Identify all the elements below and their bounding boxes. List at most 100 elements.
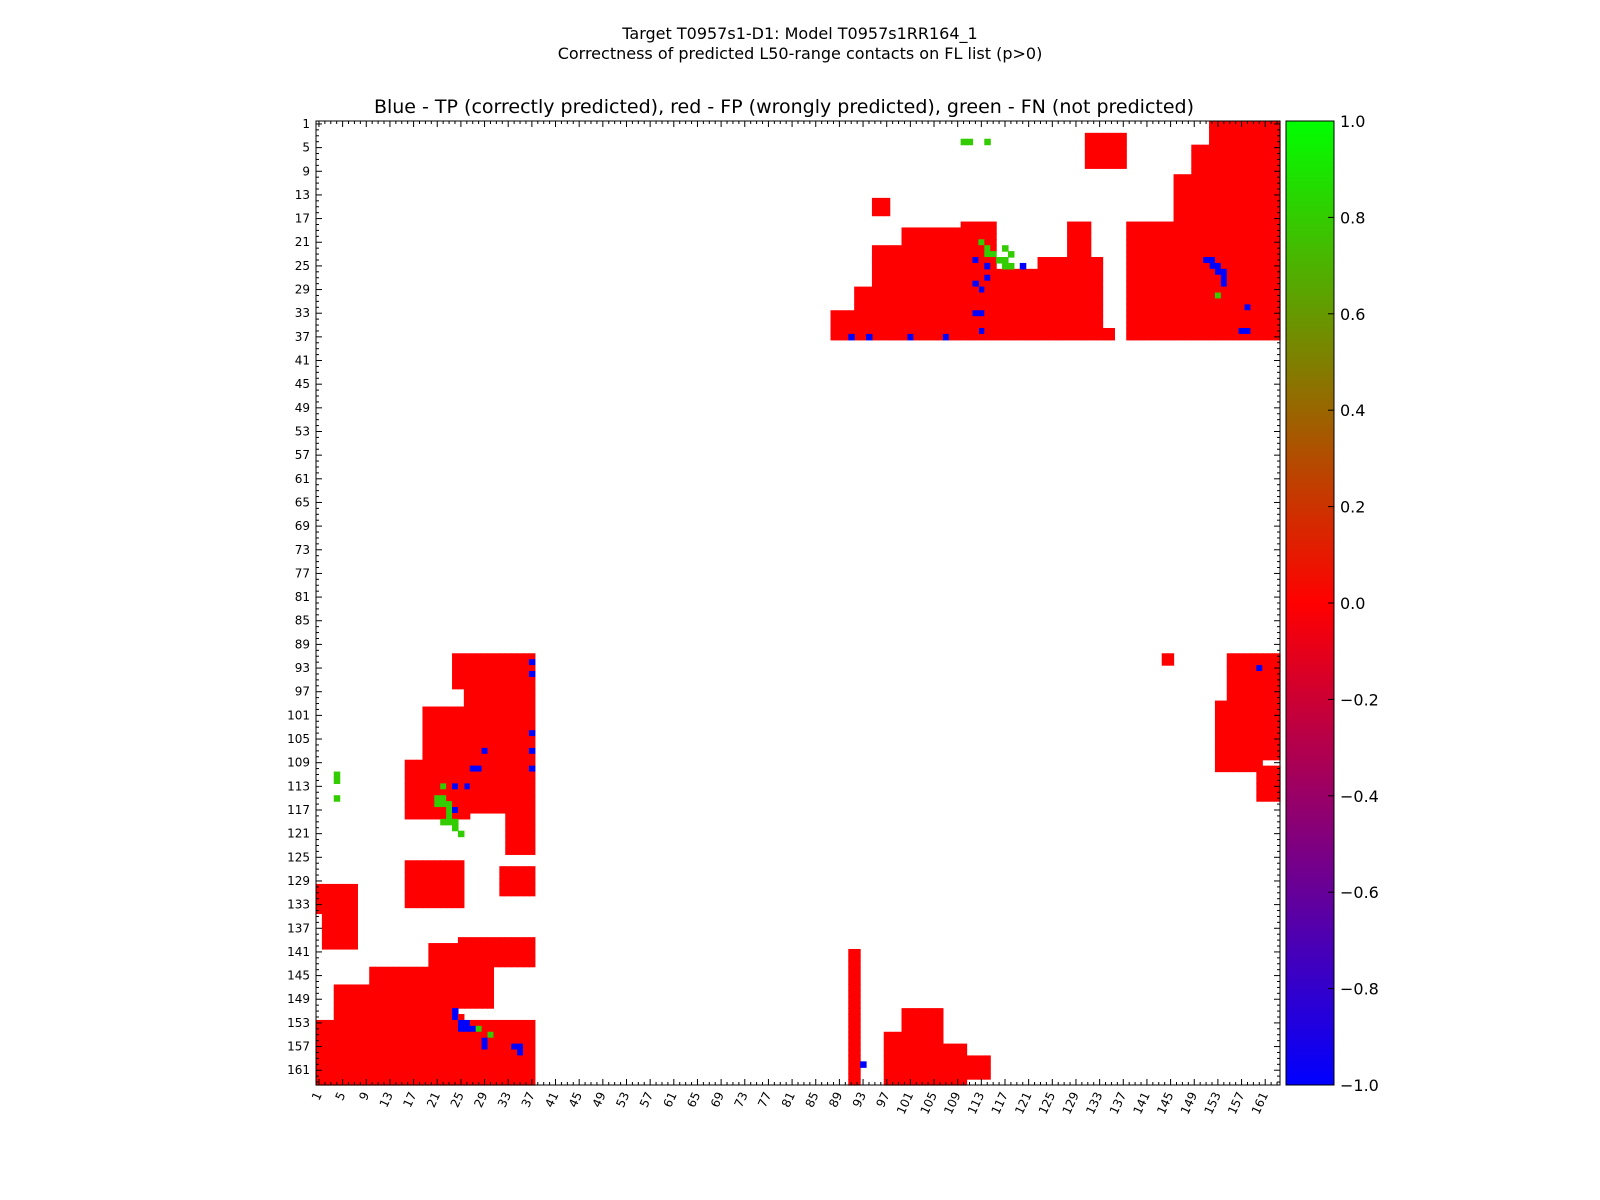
contact-cell-fp — [1232, 268, 1240, 276]
contact-cell-fp — [954, 1043, 962, 1051]
contact-cell-fp — [842, 316, 849, 323]
contact-cell-fp — [517, 671, 524, 678]
contact-cell-fp — [339, 925, 347, 932]
contact-cell-fp — [978, 268, 985, 276]
contact-cell-fp — [446, 990, 453, 997]
contact-cell-fp — [1025, 274, 1033, 282]
contact-cell-fp — [1256, 759, 1263, 767]
contact-cell-fp — [1155, 286, 1163, 294]
contact-cell-fp — [1096, 333, 1104, 341]
contact-cell-fp — [422, 706, 429, 714]
contact-cell-fp — [1250, 718, 1257, 725]
contact-cell-fp — [345, 925, 353, 932]
contact-cell-fp — [369, 1019, 376, 1027]
contact-cell-fp — [1268, 144, 1275, 152]
contact-cell-fp — [925, 1014, 932, 1021]
contact-cell-fp — [984, 298, 991, 305]
contact-cell-fp — [321, 1031, 329, 1039]
contact-cell-fp — [871, 280, 879, 288]
contact-cell-fp — [936, 1037, 944, 1045]
contact-cell-fp — [428, 747, 435, 755]
contact-cell-fp — [528, 1049, 536, 1057]
contact-cell-fp — [321, 1055, 329, 1062]
contact-cell-fp — [1262, 730, 1269, 737]
contact-cell-fp — [517, 736, 524, 743]
contact-cell-fp — [1226, 694, 1234, 702]
contact-cell-fp — [866, 286, 873, 294]
contact-cell-fp — [528, 789, 536, 796]
contact-cell-fp — [919, 316, 926, 323]
contact-cell-fp — [1013, 304, 1021, 311]
contact-cell-fp — [457, 795, 465, 802]
contact-cell-fp — [404, 972, 412, 980]
contact-cell-fp — [475, 978, 483, 986]
contact-cell-fp — [1002, 322, 1009, 329]
contact-cell-fp — [452, 1061, 459, 1068]
contact-cell-fp — [990, 221, 997, 229]
contact-cell-fp — [398, 1002, 406, 1009]
contact-cell-tp — [469, 765, 477, 773]
contact-cell-fp — [1067, 245, 1074, 252]
contact-cell-fp — [363, 1061, 370, 1068]
contact-cell-fp — [1250, 132, 1257, 140]
contact-cell-fp — [499, 801, 506, 808]
contact-cell-fp — [1220, 316, 1228, 323]
contact-cell-tp — [463, 1019, 471, 1027]
contact-cell-fp — [1256, 789, 1263, 796]
contact-cell-fp — [404, 1002, 412, 1009]
heatmap-cells — [316, 121, 1281, 1086]
contact-cell-fp — [404, 1043, 412, 1051]
contact-cell-fp — [1226, 765, 1234, 773]
contact-cell-fp — [505, 883, 512, 891]
contact-cell-fp — [1090, 286, 1098, 294]
contact-cell-fp — [511, 878, 518, 885]
contact-cell-fp — [1043, 268, 1050, 276]
contact-cell-fp — [1197, 268, 1204, 276]
contact-cell-fp — [1226, 747, 1234, 755]
contact-cell-fp — [1220, 168, 1228, 175]
contact-cell-fp — [1232, 174, 1240, 181]
y-tick-label: 113 — [287, 779, 310, 793]
contact-cell-fp — [463, 812, 471, 820]
x-tick-label: 1 — [309, 1090, 325, 1103]
contact-cell-fp — [428, 765, 435, 773]
contact-cell-fp — [1191, 304, 1198, 311]
contact-cell-fp — [493, 682, 500, 690]
contact-cell-fp — [363, 1049, 370, 1057]
contact-cell-fp — [428, 1014, 435, 1021]
contact-cell-fp — [1214, 298, 1222, 305]
contact-cell-fp — [446, 1049, 453, 1057]
contact-cell-fp — [475, 1043, 483, 1051]
contact-cell-fp — [1203, 274, 1210, 282]
contact-cell-fp — [1155, 327, 1163, 335]
contact-cell-fp — [363, 996, 370, 1003]
contact-cell-tp — [528, 730, 536, 737]
contact-cell-fp — [410, 996, 418, 1003]
contact-cell-fp — [1161, 280, 1169, 288]
contact-cell-fp — [1084, 251, 1092, 258]
contact-cell-fp — [1244, 665, 1252, 672]
figure-title-line2: Correctness of predicted L50-range conta… — [557, 44, 1043, 63]
contact-cell-fp — [345, 1031, 353, 1039]
contact-cell-fp — [925, 233, 932, 240]
contact-cell-fp — [948, 310, 956, 317]
contact-cell-fp — [1173, 333, 1181, 341]
contact-cell-fp — [457, 1031, 465, 1039]
contact-cell-fp — [511, 659, 518, 666]
contact-cell-fp — [463, 724, 471, 731]
contact-cell-fp — [1238, 245, 1246, 252]
contact-cell-fp — [375, 996, 382, 1003]
contact-cell-fp — [463, 972, 471, 980]
contact-cell-fp — [1203, 316, 1210, 323]
contact-cell-fp — [1244, 333, 1252, 341]
contact-cell-fp — [919, 333, 926, 341]
contact-cell-fp — [1185, 221, 1192, 229]
contact-cell-fp — [1214, 209, 1222, 217]
contact-cell-fp — [1090, 327, 1098, 335]
contact-cell-fp — [404, 878, 412, 885]
contact-cell-fp — [1073, 327, 1080, 335]
contact-cell-fp — [1191, 203, 1198, 211]
contact-cell-fp — [1226, 197, 1234, 205]
contact-cell-fp — [422, 984, 429, 991]
contact-cell-fp — [481, 700, 489, 708]
